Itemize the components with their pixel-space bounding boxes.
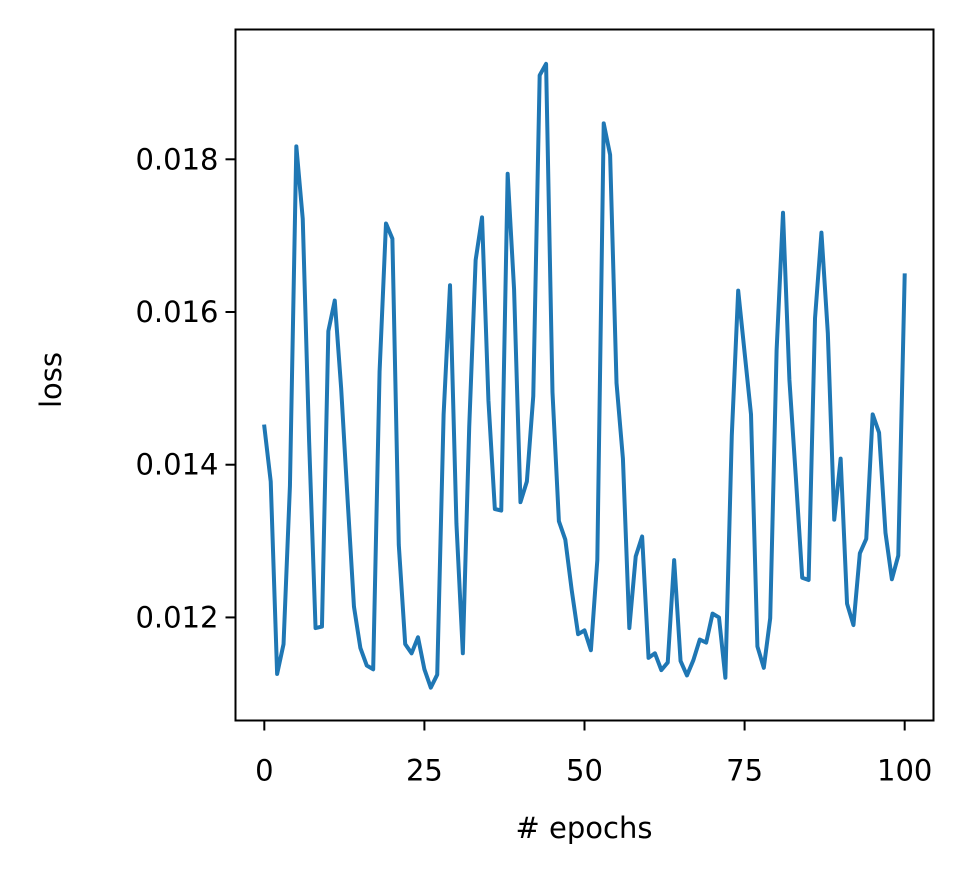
y-tick-label: 0.014	[135, 448, 218, 482]
y-tick-label: 0.012	[135, 600, 218, 634]
x-axis-label: # epochs	[516, 811, 653, 845]
x-tick-label: 25	[406, 754, 443, 788]
x-tick-label: 0	[255, 754, 273, 788]
y-axis-ticks: 0.012 0.014 0.016 0.018	[135, 142, 236, 634]
y-axis-label: loss	[34, 352, 68, 408]
x-tick-label: 100	[877, 754, 932, 788]
x-tick-label: 75	[726, 754, 763, 788]
x-tick-label: 50	[566, 754, 603, 788]
y-tick-label: 0.016	[135, 295, 218, 329]
plot-background	[235, 29, 934, 721]
x-axis-ticks: 0 25 50 75 100	[255, 720, 932, 788]
y-tick-label: 0.018	[135, 142, 218, 176]
loss-series-line	[262, 61, 907, 690]
